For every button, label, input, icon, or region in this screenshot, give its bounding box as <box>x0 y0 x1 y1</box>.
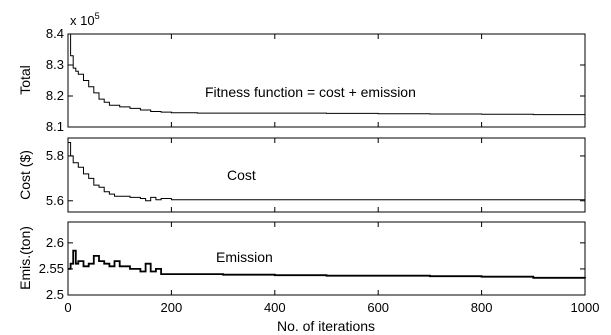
ytick-label: 8.4 <box>46 26 64 41</box>
ytick-label: 8.3 <box>46 57 64 72</box>
xtick-label: 0 <box>64 300 71 315</box>
panel-emission-frame <box>67 221 586 296</box>
ytick-label: 5.6 <box>46 193 64 208</box>
cost-series-line <box>68 142 585 202</box>
xtick-label: 1000 <box>571 300 600 315</box>
xtick-label: 200 <box>161 300 183 315</box>
scale-note-base: x 10 <box>70 13 95 28</box>
ytick-label: 5.8 <box>46 148 64 163</box>
xtick-label: 400 <box>264 300 286 315</box>
emission-series-line <box>68 249 586 279</box>
panel-total-frame <box>67 33 586 128</box>
xtick-label: 600 <box>367 300 389 315</box>
panel-emission-xticks: 0 200 400 600 800 1000 <box>64 300 599 315</box>
scale-note-exponent: 5 <box>95 11 100 21</box>
panel-total-ylabel: Total <box>17 65 33 95</box>
ytick-label: 2.5 <box>46 287 64 302</box>
panel-cost-ylabel: Cost ($) <box>17 150 33 200</box>
panel-total-annotation: Fitness function = cost + emission <box>205 84 416 100</box>
panel-total-scale-note: x 105 <box>70 11 100 28</box>
panel-emission: Emis.(ton) Emission 2.5 2.55 2.6 0 200 400 60… <box>17 221 599 334</box>
panel-total: Total x 105 Fitness function = cost + em… <box>17 11 586 134</box>
panel-cost-frame <box>67 137 586 213</box>
ytick-label: 8.2 <box>46 88 64 103</box>
panel-total-yticks: 8.1 8.2 8.3 8.4 <box>46 26 586 134</box>
xtick-label: 800 <box>471 300 493 315</box>
x-axis-title: No. of iterations <box>277 318 375 334</box>
panel-cost: Cost ($) Cost 5.6 5.8 <box>17 137 586 213</box>
panel-cost-yticks: 5.6 5.8 <box>46 138 586 212</box>
panel-cost-annotation: Cost <box>227 167 256 183</box>
panel-emission-ylabel: Emis.(ton) <box>17 226 33 290</box>
panel-emission-annotation: Emission <box>216 249 273 265</box>
ytick-label: 2.6 <box>46 235 64 250</box>
total-series-line <box>68 33 585 116</box>
panel-emission-yticks: 2.5 2.55 2.6 <box>39 222 586 302</box>
ytick-label: 2.55 <box>39 261 64 276</box>
ytick-label: 8.1 <box>46 119 64 134</box>
